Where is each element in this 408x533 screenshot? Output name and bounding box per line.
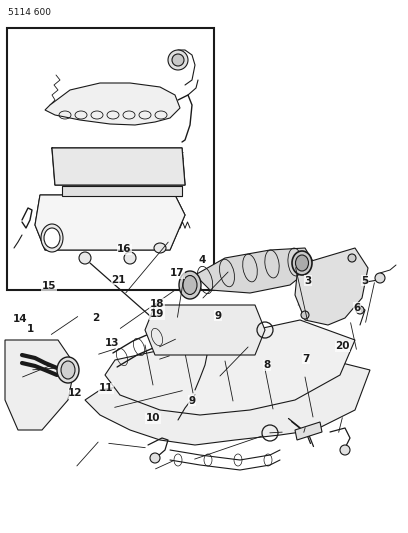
- Text: 2: 2: [92, 313, 100, 323]
- Ellipse shape: [295, 255, 308, 271]
- Text: 13: 13: [105, 338, 120, 348]
- Circle shape: [168, 50, 188, 70]
- Text: 16: 16: [117, 245, 132, 254]
- Text: 9: 9: [188, 396, 195, 406]
- Circle shape: [348, 254, 356, 262]
- Circle shape: [124, 252, 136, 264]
- Text: 21: 21: [111, 275, 126, 285]
- Text: 3: 3: [304, 276, 312, 286]
- Text: 20: 20: [335, 342, 350, 351]
- Text: 7: 7: [302, 354, 310, 364]
- Text: 18: 18: [150, 299, 164, 309]
- Bar: [62, 186, 182, 196]
- Ellipse shape: [179, 271, 201, 299]
- Circle shape: [150, 453, 160, 463]
- Polygon shape: [85, 355, 370, 445]
- Text: 8: 8: [264, 360, 271, 370]
- Polygon shape: [145, 305, 265, 355]
- Circle shape: [172, 54, 184, 66]
- Text: 15: 15: [42, 281, 56, 291]
- Ellipse shape: [292, 251, 312, 275]
- Polygon shape: [35, 195, 185, 250]
- Polygon shape: [295, 422, 322, 440]
- Circle shape: [298, 266, 306, 274]
- Polygon shape: [5, 340, 75, 430]
- Polygon shape: [52, 148, 185, 185]
- Ellipse shape: [41, 224, 63, 252]
- Text: 4: 4: [198, 255, 206, 265]
- Text: 19: 19: [150, 310, 164, 319]
- Polygon shape: [295, 248, 368, 325]
- Polygon shape: [45, 83, 180, 125]
- Text: 11: 11: [99, 383, 113, 393]
- Circle shape: [79, 252, 91, 264]
- Ellipse shape: [183, 276, 197, 295]
- Ellipse shape: [154, 243, 166, 253]
- Polygon shape: [105, 320, 355, 415]
- Text: 12: 12: [68, 389, 83, 398]
- Ellipse shape: [44, 228, 60, 248]
- Circle shape: [340, 445, 350, 455]
- Text: 6: 6: [353, 303, 361, 312]
- Polygon shape: [195, 248, 315, 293]
- Text: 10: 10: [146, 414, 160, 423]
- Text: 17: 17: [170, 269, 185, 278]
- Ellipse shape: [61, 361, 75, 379]
- Text: 1: 1: [27, 325, 34, 334]
- Circle shape: [375, 273, 385, 283]
- Circle shape: [356, 306, 364, 314]
- Circle shape: [301, 311, 309, 319]
- Ellipse shape: [57, 357, 79, 383]
- Bar: [7, 28, 214, 290]
- Text: 5: 5: [361, 276, 369, 286]
- Text: 5114 600: 5114 600: [8, 8, 51, 17]
- Text: 9: 9: [215, 311, 222, 320]
- Text: 14: 14: [13, 314, 28, 324]
